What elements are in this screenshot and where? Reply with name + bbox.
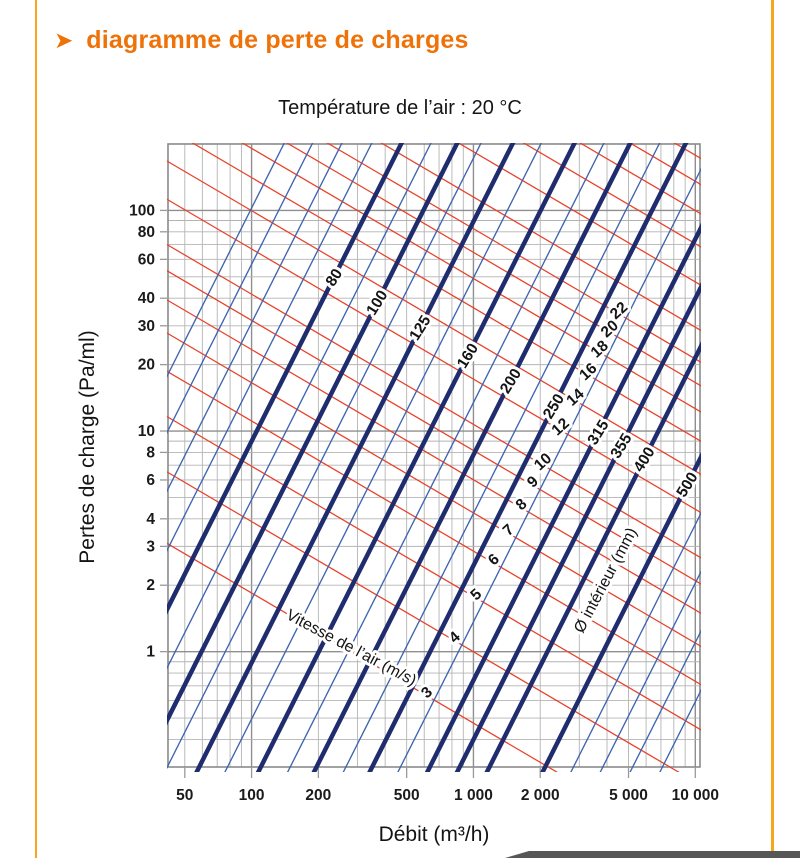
x-tick-label: 200 — [305, 787, 331, 804]
left-accent-border — [35, 0, 37, 858]
y-tick-label: 60 — [138, 251, 155, 268]
y-tick-label: 1 — [146, 644, 155, 661]
x-tick-label: 50 — [176, 787, 193, 804]
diameter-line-label: 400 — [630, 444, 658, 475]
y-tick-label: 3 — [146, 538, 155, 555]
diameter-line-label: 100 — [363, 287, 391, 318]
x-axis-title: Débit (m³/h) — [378, 823, 490, 846]
diameter-line-label: 80 — [323, 266, 347, 290]
y-tick-label: 6 — [146, 472, 155, 489]
y-tick-label: 10 — [138, 423, 155, 440]
y-tick-label: 2 — [146, 577, 155, 594]
x-tick-label: 10 000 — [672, 787, 719, 804]
axis-ticks — [160, 209, 696, 778]
x-tick-label: 5 000 — [609, 787, 648, 804]
y-tick-label: 30 — [138, 318, 155, 335]
chart-title: Température de l’air : 20 °C — [278, 97, 522, 119]
footer-tab-bar — [505, 851, 800, 858]
arrow-bullet-icon: ➤ — [54, 27, 74, 53]
y-tick-label: 20 — [138, 357, 155, 374]
diameter-line-label: 315 — [584, 417, 612, 448]
diameter-line-label: 160 — [454, 341, 482, 372]
y-tick-label: 8 — [146, 444, 155, 461]
diameter-line-label: 500 — [673, 469, 701, 500]
diameter-line-label: 200 — [497, 366, 525, 397]
axis-tick-labels: 50 100 200 500 1 000 2 000 5 000 10 000 100 80 60 4… — [129, 202, 719, 804]
section-title: diagramme de perte de charges — [86, 26, 469, 54]
x-tick-label: 2 000 — [521, 787, 560, 804]
diameter-line-label: 355 — [607, 430, 635, 461]
x-tick-label: 100 — [239, 787, 265, 804]
section-header: ➤ diagramme de perte de charges — [54, 26, 469, 55]
y-tick-label: 4 — [146, 511, 155, 528]
y-tick-label: 40 — [138, 290, 155, 307]
diameter-line-label: 125 — [406, 312, 434, 343]
x-tick-label: 1 000 — [454, 787, 493, 804]
x-tick-label: 500 — [394, 787, 420, 804]
right-accent-border — [771, 0, 774, 858]
y-tick-label: 100 — [129, 202, 155, 219]
y-tick-label: 80 — [138, 224, 155, 241]
